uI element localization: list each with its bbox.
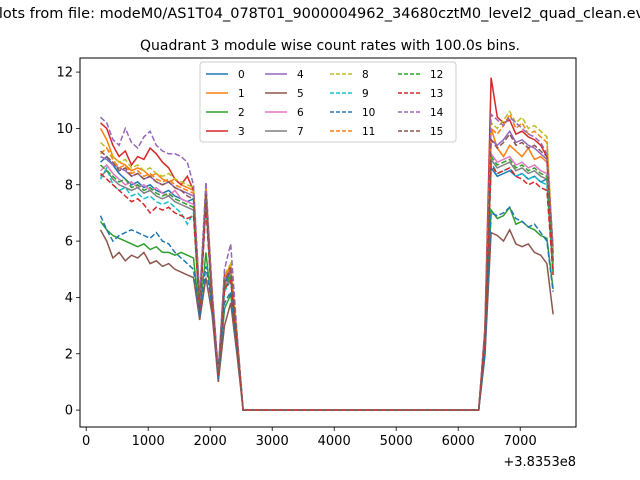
series-line-0	[99, 155, 554, 411]
x-tick-label: 4000	[318, 434, 351, 449]
series-line-15	[99, 132, 554, 411]
legend-label: 15	[430, 126, 443, 138]
y-tick-label: 6	[65, 235, 73, 250]
series-line-7	[99, 157, 554, 411]
x-tick-label: 1000	[132, 434, 165, 449]
series-line-1	[99, 128, 554, 411]
x-tick-label: 7000	[504, 434, 537, 449]
series-line-8	[99, 110, 554, 411]
legend-label: 14	[430, 107, 444, 119]
legend-label: 1	[238, 88, 245, 100]
series-lines	[99, 77, 554, 411]
legend-label: 4	[297, 69, 304, 81]
legend-label: 8	[362, 69, 369, 81]
axes-frame	[79, 57, 577, 428]
series-line-9	[99, 159, 554, 411]
legend-label: 5	[297, 88, 304, 100]
y-tick-label: 4	[65, 291, 73, 306]
legend-label: 2	[238, 107, 245, 119]
figure-suptitle: Plots from file: modeM0/AS1T04_078T01_90…	[0, 6, 640, 22]
legend-label: 6	[297, 107, 304, 119]
legend-label: 10	[362, 107, 375, 119]
y-tick-label: 12	[56, 66, 73, 81]
x-tick-label: 6000	[442, 434, 475, 449]
series-line-12	[99, 154, 554, 411]
y-tick-label: 8	[65, 178, 73, 193]
y-tick-label: 0	[65, 404, 73, 419]
y-axis: 0 2 4 6 8 10 12	[56, 66, 80, 419]
legend-label: 0	[238, 69, 245, 81]
x-tick-label: 3000	[256, 434, 289, 449]
legend-label: 11	[362, 126, 375, 138]
series-line-6	[99, 151, 554, 411]
series-line-11	[99, 112, 554, 411]
series-line-14	[99, 112, 554, 411]
y-tick-label: 2	[65, 347, 73, 362]
legend-label: 3	[238, 126, 245, 138]
x-axis: 0 1000 2000 3000 4000 5000 6000 7000	[82, 427, 537, 449]
legend-label: 7	[297, 126, 304, 138]
chart-title: Quadrant 3 module wise count rates with …	[140, 38, 520, 54]
series-line-13	[99, 162, 554, 411]
x-offset-label: +3.8353e8	[503, 455, 576, 470]
legend-label: 13	[430, 88, 443, 100]
x-tick-label: 0	[82, 434, 90, 449]
legend-label: 9	[362, 88, 369, 100]
legend-label: 12	[430, 69, 443, 81]
x-tick-label: 2000	[194, 434, 227, 449]
x-tick-label: 5000	[380, 434, 413, 449]
legend-frame	[199, 61, 457, 143]
y-tick-label: 10	[56, 122, 73, 137]
